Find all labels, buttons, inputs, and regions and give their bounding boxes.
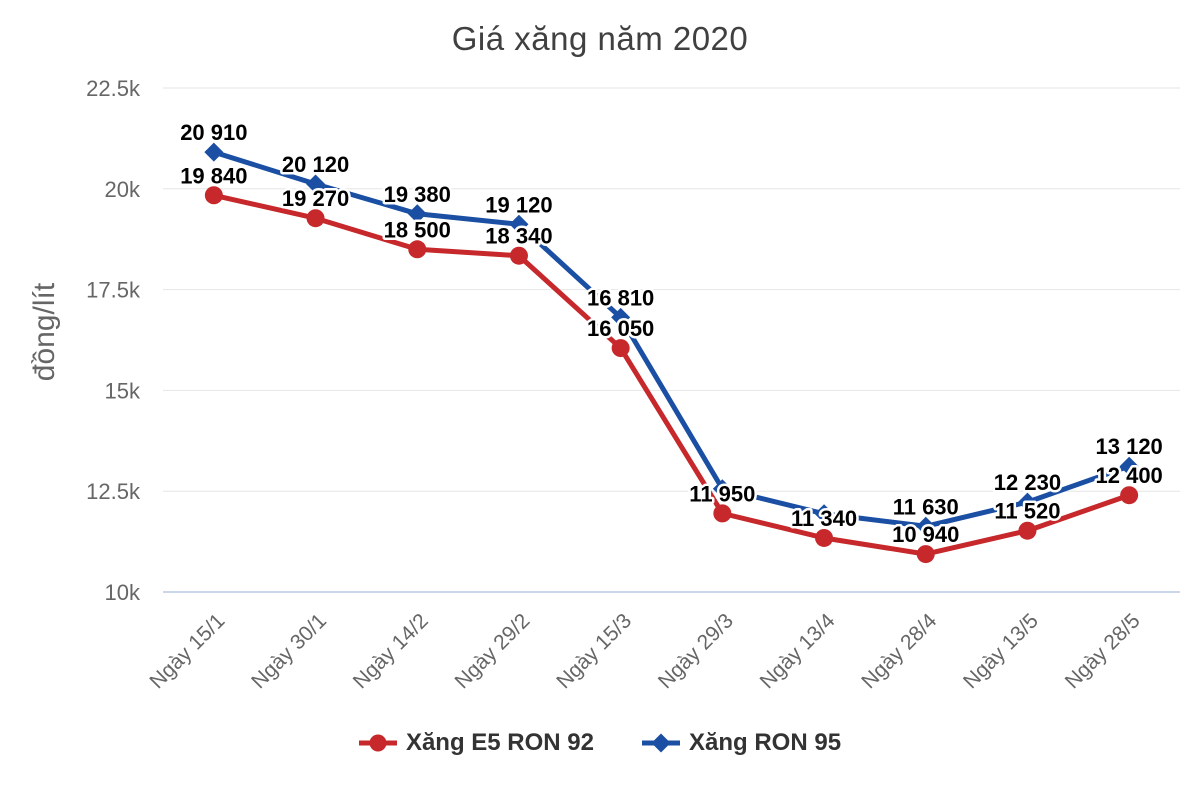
data-point-marker[interactable]: [814, 504, 834, 524]
data-point-marker[interactable]: [815, 528, 834, 547]
data-point-marker[interactable]: [1018, 521, 1037, 540]
data-point-label: 11 630: [893, 494, 959, 519]
legend-label-e5-ron-92: Xăng E5 RON 92: [405, 729, 594, 756]
x-tick-label: Ngày 15/1: [145, 609, 229, 693]
data-point-marker[interactable]: [204, 186, 223, 205]
data-point-label: 18 340: [485, 224, 552, 249]
data-point-marker[interactable]: [204, 142, 224, 162]
legend-circle-marker-icon: [358, 734, 397, 752]
data-point-label: 12 230: [994, 470, 1061, 495]
legend-label-ron-95: Xăng RON 95: [689, 729, 842, 756]
y-tick-label: 20k: [105, 177, 141, 202]
data-point-label: 18 500: [384, 217, 451, 242]
data-point-marker[interactable]: [916, 516, 936, 536]
data-point-marker[interactable]: [1120, 486, 1139, 505]
data-point-label: 11 340: [791, 506, 857, 531]
data-point-marker[interactable]: [611, 339, 630, 358]
data-point-label: 10 940: [892, 522, 959, 547]
x-tick-label: Ngày 13/5: [959, 609, 1043, 693]
data-point-marker[interactable]: [306, 209, 325, 228]
data-point-marker[interactable]: [611, 307, 631, 327]
x-tick-label: Ngày 29/3: [654, 609, 738, 693]
legend-item-xang-ron-95[interactable]: Xăng RON 95: [642, 729, 841, 757]
data-point-marker[interactable]: [509, 214, 529, 234]
x-tick-label: Ngày 14/2: [349, 609, 433, 693]
x-tick-label: Ngày 28/5: [1061, 609, 1145, 693]
data-point-marker[interactable]: [509, 246, 528, 265]
legend: Xăng E5 RON 92 Xăng RON 95: [0, 729, 1200, 757]
x-tick-label: Ngày 28/4: [857, 609, 941, 693]
chart-title: Giá xăng năm 2020: [451, 20, 749, 57]
data-point-marker[interactable]: [916, 545, 935, 564]
data-point-label: 11 520: [994, 499, 1060, 524]
y-tick-label: 22.5k: [86, 76, 141, 101]
legend-diamond-marker-icon: [642, 733, 680, 753]
data-point-label: 19 380: [384, 182, 451, 207]
data-point-label: 16 810: [587, 285, 654, 310]
data-point-label: 20 120: [282, 152, 349, 177]
data-point-marker[interactable]: [1119, 456, 1139, 476]
data-point-label: 13 120: [1096, 434, 1163, 459]
x-tick-label: Ngày 13/4: [756, 609, 840, 693]
x-tick-label: Ngày 15/3: [552, 609, 636, 693]
data-point-label: 16 050: [587, 316, 654, 341]
series-line-circle: [211, 192, 1132, 557]
data-point-label: 19 270: [282, 186, 349, 211]
series-line-diamond: [211, 149, 1132, 529]
y-tick-label: 10k: [105, 580, 141, 605]
data-point-marker[interactable]: [407, 204, 427, 224]
x-tick-label: Ngày 30/1: [247, 609, 331, 693]
legend-item-xang-e5-ron-92[interactable]: Xăng E5 RON 92: [358, 729, 594, 757]
data-point-label: 19 120: [485, 192, 552, 217]
data-point-label: 19 840: [180, 163, 247, 188]
y-tick-label: 15k: [105, 378, 141, 403]
y-tick-label: 17.5k: [86, 278, 141, 303]
x-tick-label: Ngày 29/2: [451, 609, 535, 693]
data-point-label: 20 910: [180, 120, 247, 145]
data-point-marker[interactable]: [1017, 492, 1037, 512]
y-tick-label: 12.5k: [86, 479, 141, 504]
data-point-marker[interactable]: [408, 240, 427, 259]
data-point-label: 11 950: [689, 481, 755, 506]
data-point-marker[interactable]: [713, 504, 732, 523]
data-point-marker[interactable]: [306, 174, 326, 194]
data-point-label: 12 400: [1096, 463, 1163, 488]
data-point-marker[interactable]: [712, 479, 732, 499]
